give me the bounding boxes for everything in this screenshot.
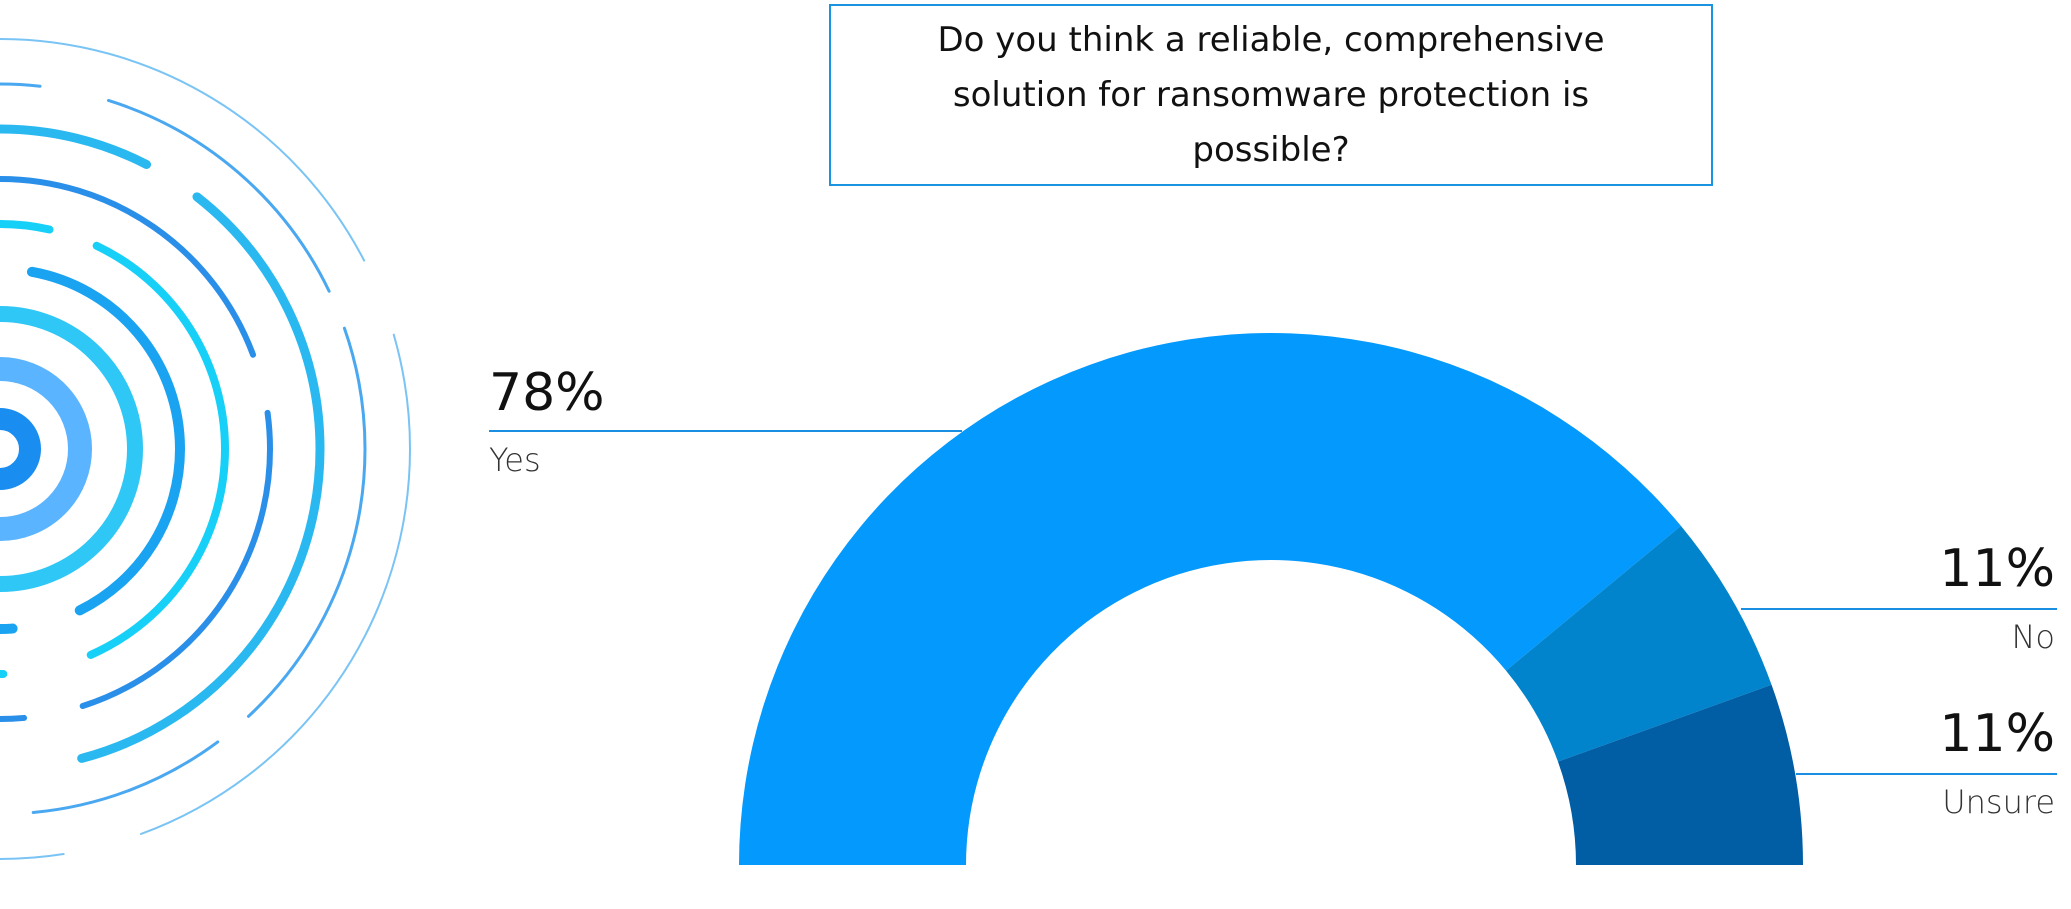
- deco-ring: [0, 38, 411, 860]
- deco-ring: [0, 306, 143, 592]
- value-label: 78%: [489, 363, 605, 423]
- category-label: No: [2011, 618, 2055, 656]
- wedge: [739, 332, 1681, 865]
- category-label: Yes: [489, 441, 541, 479]
- category-label: Unsure: [1942, 783, 2055, 821]
- deco-ring: [0, 264, 185, 634]
- value-label: 11%: [1939, 704, 2055, 764]
- deco-ring: [0, 82, 367, 816]
- deco-ring: [0, 408, 41, 490]
- donut: 78% Yes 11% No 11% Unsure: [489, 332, 2057, 865]
- deco-ring: [0, 357, 92, 541]
- deco-ring: [0, 124, 325, 774]
- deco-ring: [0, 176, 273, 722]
- chart-title: Do you think a reliable, comprehensive s…: [937, 19, 1605, 170]
- wedge: [1506, 525, 1772, 762]
- deco-ring: [0, 220, 229, 678]
- decoration: [0, 38, 411, 860]
- value-label: 11%: [1939, 539, 2055, 599]
- wedge: [1557, 684, 1803, 865]
- title-box: Do you think a reliable, comprehensive s…: [829, 4, 1713, 186]
